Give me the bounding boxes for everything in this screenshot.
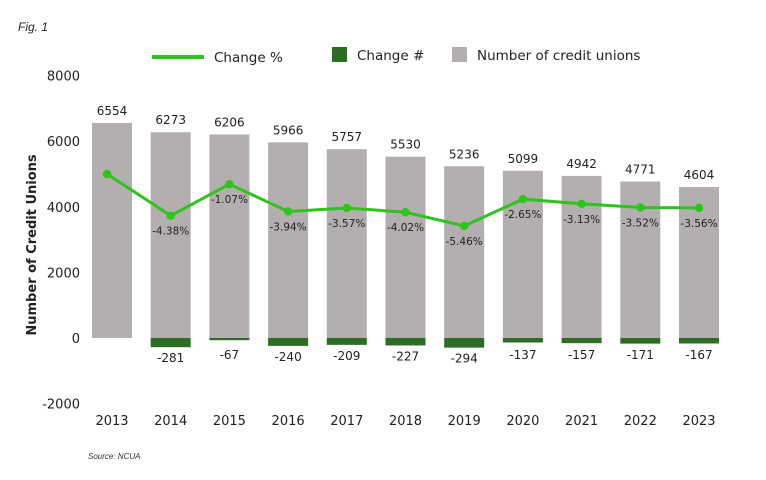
y-axis-label: Number of Credit Unions bbox=[25, 154, 40, 336]
change-percent-point bbox=[460, 221, 469, 231]
credit-union-bar bbox=[679, 186, 719, 338]
credit-union-bar bbox=[268, 142, 309, 338]
change-percent-label: -4.38% bbox=[152, 226, 189, 238]
change-number-label: -294 bbox=[451, 352, 478, 366]
x-tick-label: 2023 bbox=[682, 414, 715, 429]
change-percent-point bbox=[102, 169, 112, 179]
change-number-bar bbox=[561, 338, 602, 344]
change-number-label: -67 bbox=[220, 348, 240, 362]
credit-union-value-label: 6206 bbox=[214, 115, 245, 129]
credit-union-value-label: 6273 bbox=[155, 113, 186, 127]
x-tick-label: 2016 bbox=[272, 414, 305, 429]
credit-union-bar bbox=[326, 149, 367, 338]
change-number-bar bbox=[620, 338, 661, 344]
x-tick-label: 2020 bbox=[506, 414, 539, 429]
credit-union-value-label: 5966 bbox=[273, 123, 304, 137]
change-number-label: -240 bbox=[274, 350, 301, 364]
change-percent-label: -2.65% bbox=[504, 209, 541, 221]
change-percent-label: -3.13% bbox=[563, 214, 600, 226]
credit-union-value-label: 4942 bbox=[566, 157, 597, 171]
change-percent-point bbox=[342, 203, 351, 213]
x-tick-label: 2019 bbox=[448, 414, 481, 429]
credit-union-value-label: 5757 bbox=[332, 130, 363, 144]
change-percent-point bbox=[166, 211, 175, 220]
change-number-bar bbox=[385, 338, 426, 346]
figure-label: Fig. 1 bbox=[18, 20, 49, 34]
credit-union-value-label: 6554 bbox=[97, 104, 128, 118]
credit-union-value-label: 4771 bbox=[625, 163, 656, 177]
y-axis: 8000 6000 4000 2000 0 -2000 Number of Credit U… bbox=[25, 70, 80, 413]
source-note: Source: NCUA bbox=[88, 452, 141, 461]
change-number-label: -137 bbox=[509, 348, 536, 362]
change-number-bar bbox=[326, 338, 367, 345]
change-number-label: -171 bbox=[627, 348, 654, 362]
x-tick-label: 2013 bbox=[95, 414, 128, 429]
change-percent-point bbox=[577, 199, 586, 208]
legend-change-percent-label: Change % bbox=[214, 50, 283, 66]
change-number-bar bbox=[209, 338, 250, 341]
credit-union-value-label: 5530 bbox=[390, 138, 421, 152]
bars-layer bbox=[92, 123, 719, 348]
y-tick-label: 4000 bbox=[47, 201, 80, 216]
y-tick-label: 6000 bbox=[47, 135, 80, 150]
change-percent-line bbox=[102, 169, 704, 231]
credit-union-value-label: 5099 bbox=[508, 152, 539, 166]
credit-union-bar bbox=[385, 156, 426, 338]
change-percent-label: -4.02% bbox=[387, 222, 424, 234]
change-number-bar bbox=[444, 338, 485, 348]
credit-union-value-label: 4604 bbox=[684, 168, 715, 182]
x-tick-label: 2017 bbox=[330, 414, 363, 429]
change-percent-point bbox=[401, 208, 410, 217]
change-percent-point bbox=[694, 203, 704, 213]
change-percent-label: -1.07% bbox=[211, 194, 248, 206]
x-tick-label: 2015 bbox=[213, 414, 246, 429]
change-number-label: -281 bbox=[157, 351, 184, 365]
change-number-label: -157 bbox=[568, 348, 595, 362]
change-percent-point bbox=[518, 195, 528, 204]
legend-credit-unions-label: Number of credit unions bbox=[477, 48, 640, 64]
x-tick-label: 2021 bbox=[565, 414, 598, 429]
chart-legend: Change % Change # Number of credit unions bbox=[152, 47, 640, 66]
y-tick-label: 2000 bbox=[47, 266, 80, 281]
change-number-label: -209 bbox=[333, 349, 360, 363]
credit-union-bar bbox=[444, 166, 485, 338]
change-number-bar bbox=[679, 338, 719, 344]
change-percent-point bbox=[225, 179, 234, 189]
x-tick-label: 2022 bbox=[624, 414, 657, 429]
y-tick-label: -2000 bbox=[42, 398, 80, 413]
x-tick-label: 2018 bbox=[389, 414, 422, 429]
change-percent-label: -3.94% bbox=[270, 221, 307, 233]
x-tick-label: 2014 bbox=[154, 414, 187, 429]
change-percent-label: -5.46% bbox=[446, 236, 483, 248]
y-tick-label: 8000 bbox=[47, 70, 80, 85]
data-labels: 6554 6273 -281 6206 -67 5966 -240 5757 -209 5530 -… bbox=[97, 104, 718, 366]
change-percent-label: -3.56% bbox=[680, 218, 717, 230]
x-axis: 2013 2014 2015 2016 2017 2018 2019 2020 2021 2022… bbox=[95, 414, 715, 429]
change-percent-label: -3.57% bbox=[328, 218, 365, 230]
change-number-bar bbox=[502, 338, 543, 343]
change-percent-point bbox=[636, 203, 645, 212]
credit-union-bar bbox=[92, 123, 132, 338]
credit-union-bar bbox=[209, 134, 250, 338]
change-percent-point bbox=[283, 207, 293, 216]
legend-change-number-swatch bbox=[332, 47, 347, 62]
legend-credit-unions-swatch bbox=[452, 47, 467, 62]
credit-union-bar bbox=[150, 132, 191, 338]
change-percent-label: -3.52% bbox=[622, 217, 659, 229]
legend-change-number-label: Change # bbox=[357, 48, 424, 64]
change-number-bar bbox=[268, 338, 309, 346]
change-number-label: -227 bbox=[392, 349, 419, 363]
y-tick-label: 0 bbox=[72, 332, 80, 347]
change-number-bar bbox=[150, 338, 191, 348]
change-number-label: -167 bbox=[685, 348, 712, 362]
credit-union-value-label: 5236 bbox=[449, 147, 480, 161]
